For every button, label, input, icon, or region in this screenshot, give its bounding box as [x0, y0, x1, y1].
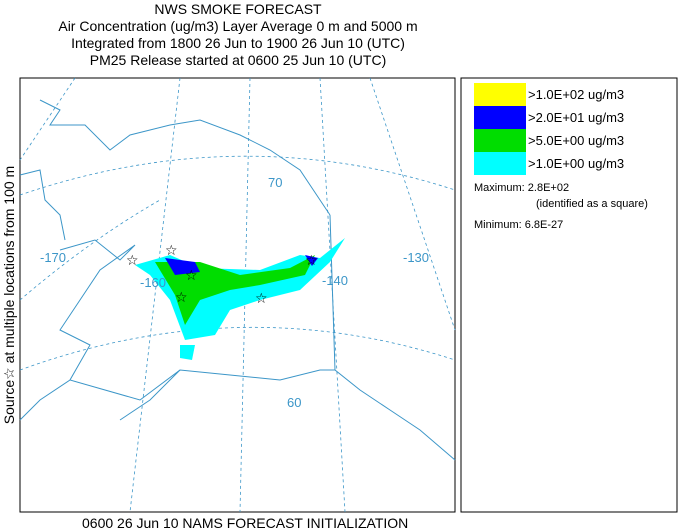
side-label: Source☆ at multiple locations from 100 m — [1, 166, 17, 424]
source-marker: ☆ — [175, 289, 188, 305]
legend-frame — [460, 77, 678, 513]
graticule — [19, 77, 76, 161]
coastline — [39, 99, 331, 216]
border — [329, 214, 456, 461]
map-label: -170 — [40, 250, 66, 265]
source-marker: ☆ — [185, 267, 198, 283]
map-label: -130 — [403, 250, 429, 265]
legend-swatch — [474, 129, 526, 152]
legend: >1.0E+02 ug/m3 >2.0E+01 ug/m3 >5.0E+00 ug/… — [474, 83, 624, 175]
coastline — [59, 239, 335, 401]
minimum: Minimum: 6.8E-27 — [474, 219, 563, 231]
smoke-plume — [180, 345, 195, 360]
subtitle: Air Concentration (ug/m3) Layer Average … — [58, 18, 417, 34]
graticule — [19, 155, 456, 196]
map-content: ☆ ☆ ☆ ☆ ☆ ☆ — [19, 77, 456, 513]
map-frame — [19, 77, 456, 513]
smoke-plume — [165, 255, 318, 275]
graticule — [19, 199, 161, 301]
map-label: -160 — [140, 275, 166, 290]
graticule — [19, 326, 456, 371]
map-label: -140 — [322, 273, 348, 288]
coastline — [19, 369, 181, 421]
legend-swatch — [474, 106, 526, 129]
maximum: Maximum: 2.8E+02 — [474, 182, 569, 194]
source-marker: ☆ — [165, 242, 178, 258]
legend-label: >5.0E+00 ug/m3 — [528, 133, 624, 148]
map-label: 60 — [287, 395, 301, 410]
subtitle: Integrated from 1800 26 Jun to 1900 26 J… — [71, 35, 405, 51]
maximum-note: (identified as a square) — [536, 198, 648, 210]
graticule — [129, 77, 181, 513]
legend-swatch — [474, 83, 526, 106]
source-marker: ☆ — [255, 290, 268, 306]
legend-label: >1.0E+00 ug/m3 — [528, 156, 624, 171]
title: NWS SMOKE FORECAST — [154, 1, 322, 17]
map-label: 70 — [268, 175, 282, 190]
source-marker: ☆ — [126, 252, 139, 268]
coastline — [19, 169, 66, 241]
subtitle: PM25 Release started at 0600 25 Jun 10 (… — [90, 52, 387, 68]
legend-label: >1.0E+02 ug/m3 — [528, 87, 624, 102]
footer: 0600 26 Jun 10 NAMS FORECAST INITIALIZAT… — [82, 515, 408, 531]
graticule — [369, 77, 456, 331]
source-marker: ☆ — [305, 252, 318, 268]
legend-swatch — [474, 152, 526, 175]
legend-label: >2.0E+01 ug/m3 — [528, 110, 624, 125]
